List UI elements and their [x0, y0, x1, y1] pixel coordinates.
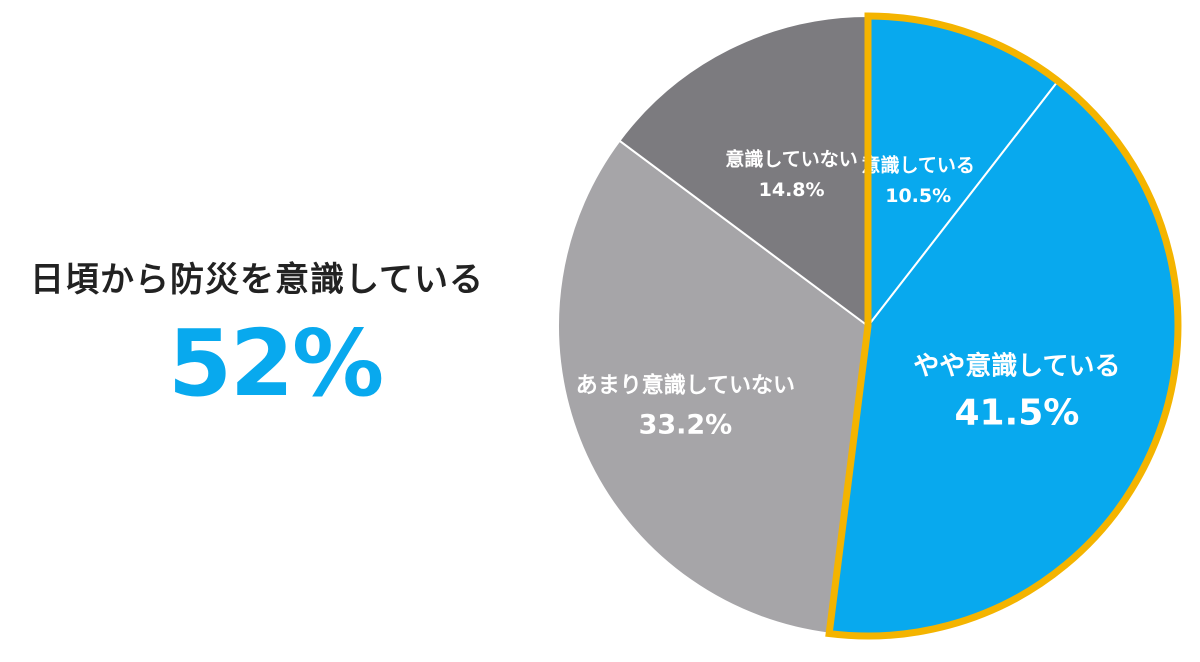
pie-slice-4 — [618, 14, 869, 328]
slice-label-4: 意識していない — [725, 148, 857, 171]
slice-value-1: 10.5% — [885, 185, 951, 207]
slice-value-2: 41.5% — [954, 393, 1079, 434]
slice-label-2: やや意識している — [913, 351, 1120, 382]
highlight-outline-group — [825, 12, 1182, 640]
headline: 日頃から防災を意識している — [30, 260, 484, 300]
pie-labels: 意識している 10.5% やや意識している 41.5% あまり意識していない 33.2% 意… — [576, 148, 1121, 441]
slice-label-3: あまり意識していない — [576, 373, 795, 399]
highlight-percentage: 52% — [168, 310, 384, 417]
slice-value-4: 14.8% — [759, 179, 825, 201]
slice-value-3: 33.2% — [639, 410, 733, 441]
highlight-outline — [825, 12, 1182, 640]
pie-slice-3 — [557, 139, 870, 635]
slice-label-1: 意識している — [861, 153, 974, 176]
pie-slices — [557, 14, 1179, 637]
